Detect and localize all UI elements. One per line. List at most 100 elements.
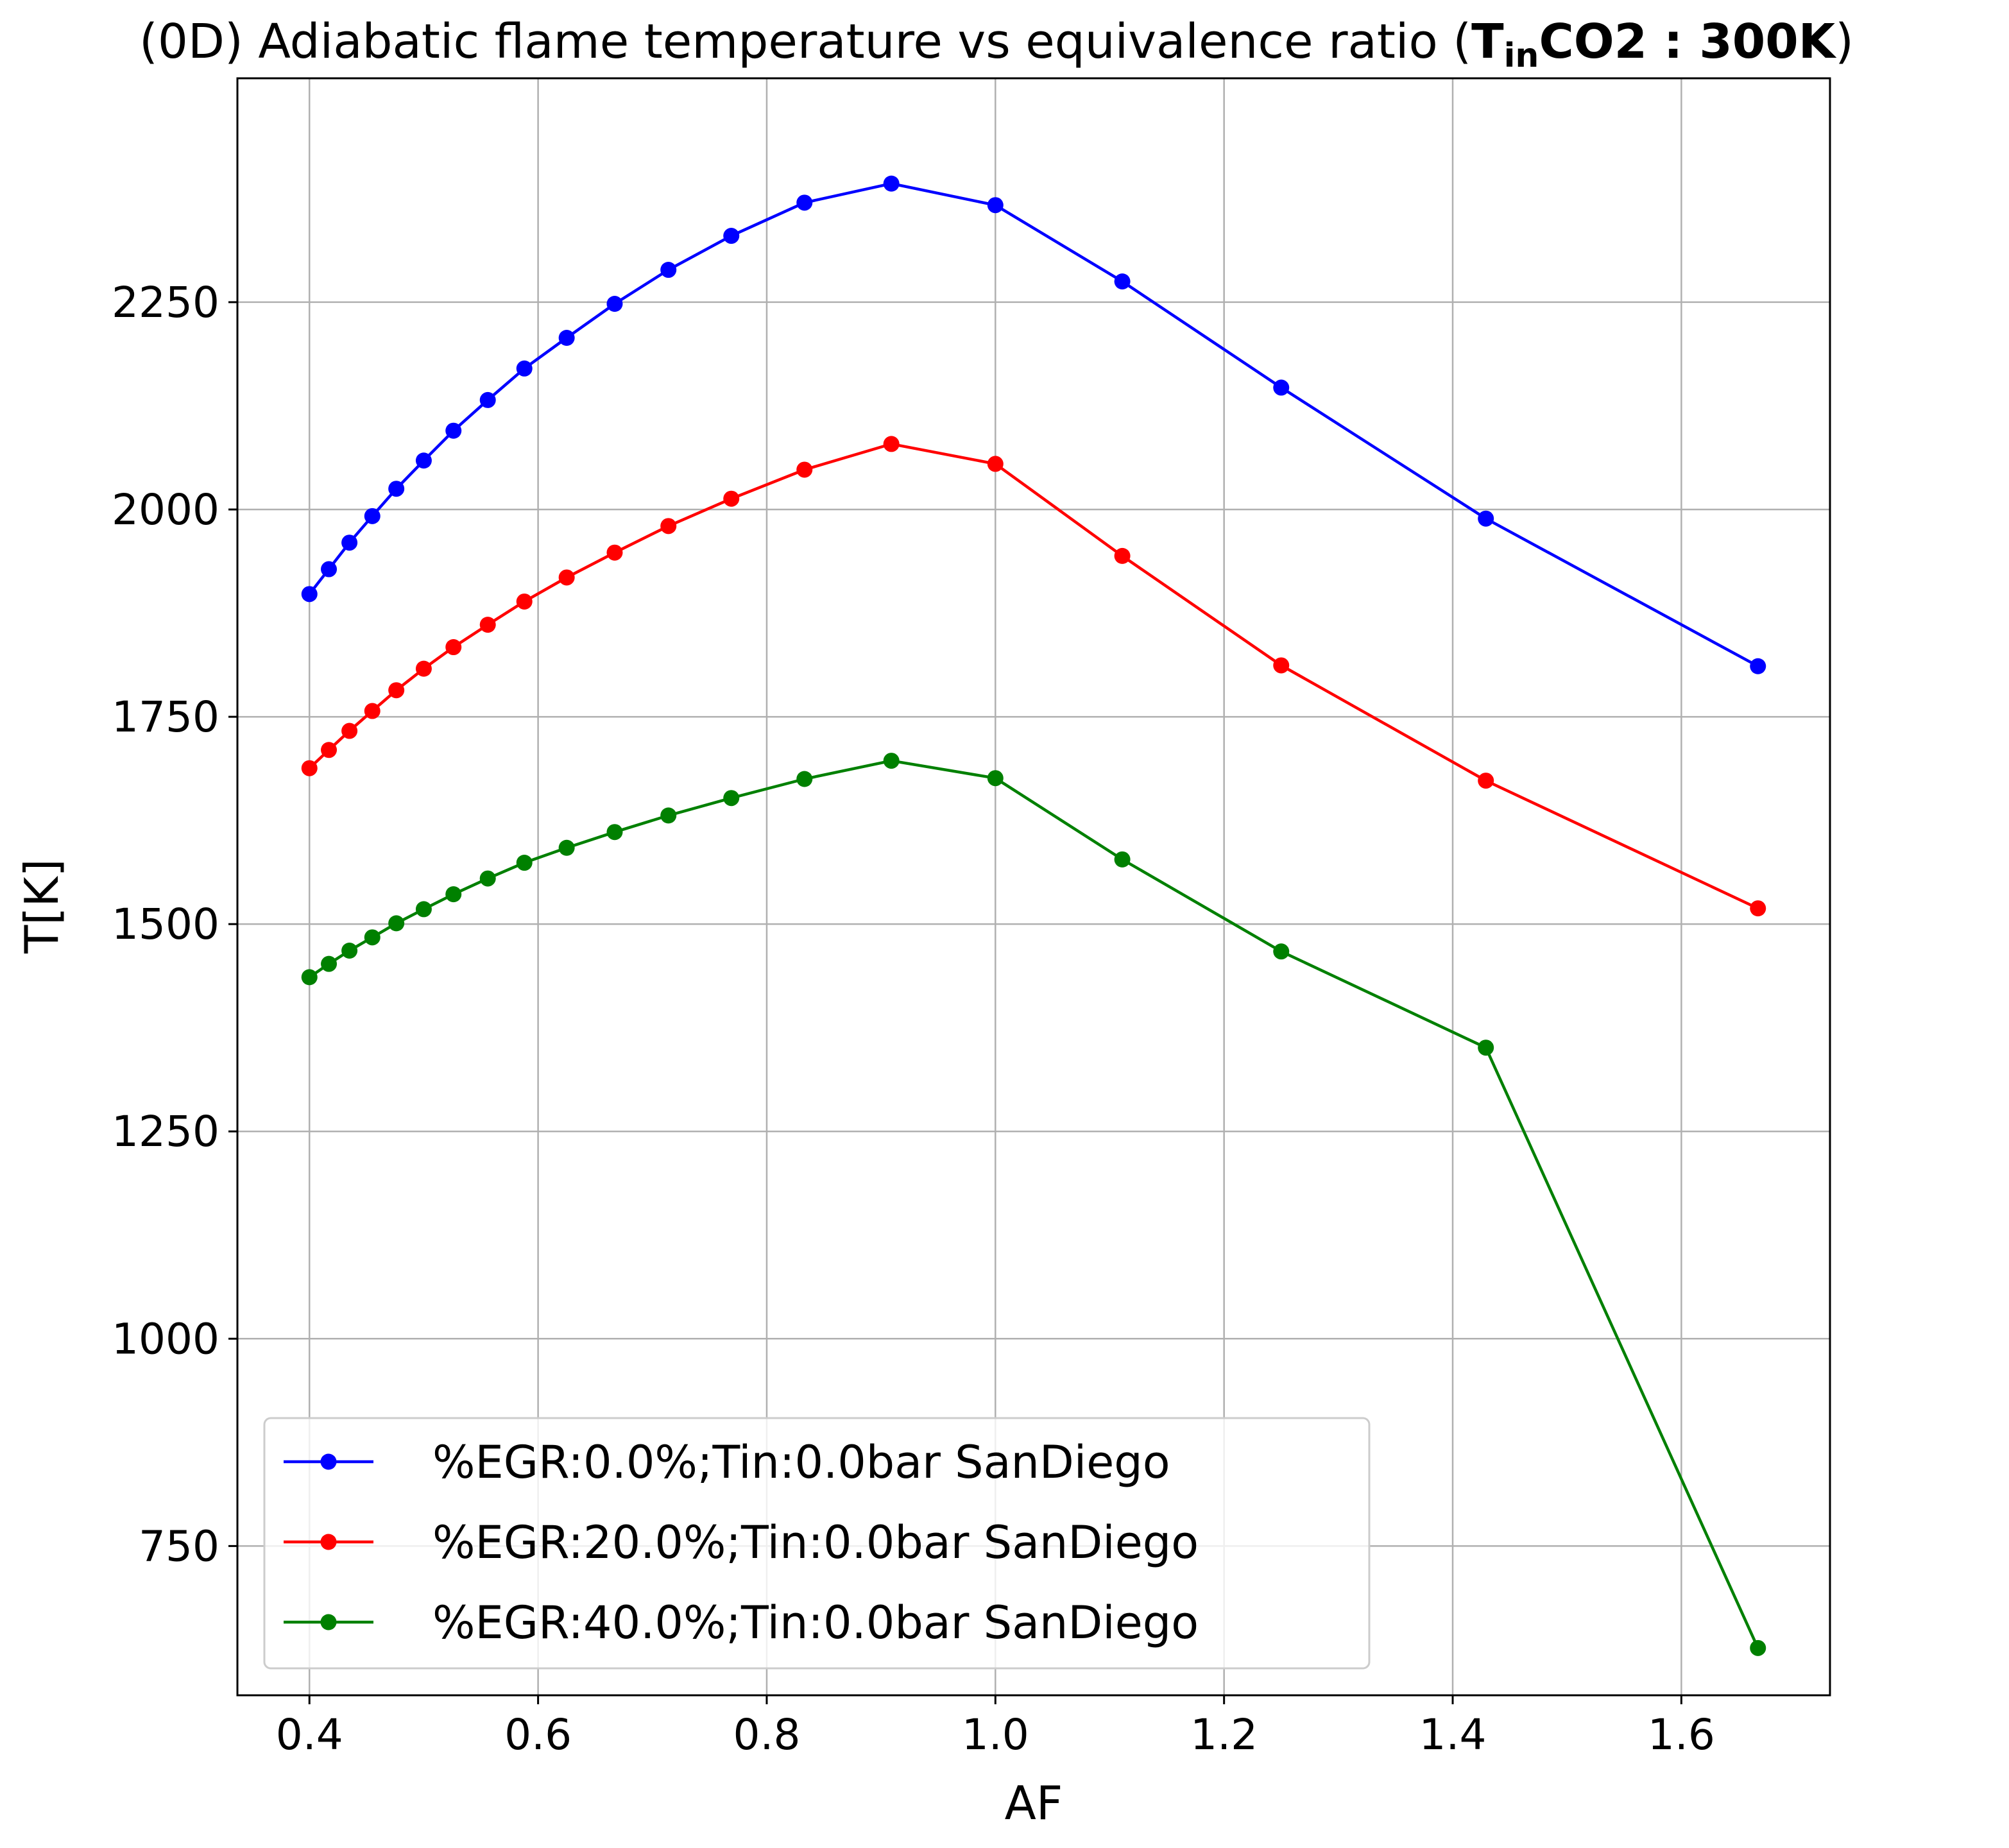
data-point xyxy=(1478,1040,1494,1056)
chart-title-bold-main: T xyxy=(1471,14,1504,69)
series-0 xyxy=(301,175,1766,674)
data-point xyxy=(1750,658,1766,674)
y-tick-label: 1500 xyxy=(112,900,219,949)
data-point xyxy=(341,723,358,739)
y-tick-label: 750 xyxy=(139,1521,219,1571)
data-point xyxy=(660,807,677,824)
data-point xyxy=(1114,851,1131,868)
y-tick-label: 1750 xyxy=(112,692,219,742)
legend-box xyxy=(263,1417,1371,1670)
y-tick-label: 1250 xyxy=(112,1107,219,1156)
data-point xyxy=(321,561,338,578)
x-tick-label: 0.8 xyxy=(733,1710,800,1759)
x-tick-label: 0.6 xyxy=(504,1710,572,1759)
y-axis-label: T[K] xyxy=(15,859,69,954)
data-point xyxy=(660,518,677,535)
data-point xyxy=(516,593,533,610)
x-axis: 0.4 0.6 0.8 1.0 1.2 1.4 1.6 xyxy=(276,1695,1715,1759)
data-point xyxy=(341,943,358,959)
data-point xyxy=(883,753,900,769)
data-point xyxy=(321,742,338,758)
y-axis: 750 1000 1250 1500 1750 2000 2250 xyxy=(112,278,237,1571)
data-point xyxy=(558,329,575,346)
data-point xyxy=(364,703,380,719)
data-point xyxy=(558,839,575,856)
data-point xyxy=(558,569,575,586)
legend-label: %EGR:20.0%;Tin:0.0bar SanDiego xyxy=(432,1516,1199,1569)
series-1 xyxy=(301,436,1766,917)
data-point xyxy=(1273,379,1290,396)
y-tick-label: 2250 xyxy=(112,278,219,327)
y-tick-label: 1000 xyxy=(112,1314,219,1364)
y-tick-label: 2000 xyxy=(112,485,219,535)
data-point xyxy=(388,481,405,497)
data-point xyxy=(1273,657,1290,674)
data-point xyxy=(883,436,900,452)
series-2 xyxy=(301,753,1766,1656)
data-point xyxy=(301,760,318,776)
legend-marker xyxy=(320,1614,337,1630)
legend-item: %EGR:20.0%;Tin:0.0bar SanDiego xyxy=(284,1516,1199,1569)
data-point xyxy=(445,422,462,439)
data-point xyxy=(1478,510,1494,527)
x-tick-label: 1.4 xyxy=(1419,1710,1487,1759)
chart-title: (0D) Adiabatic flame temperature vs equi… xyxy=(139,14,1854,75)
data-point xyxy=(1750,1639,1766,1656)
data-point xyxy=(606,824,623,841)
data-point xyxy=(301,586,318,603)
chart-title-suffix: ) xyxy=(1835,14,1854,69)
chart-title-bold-rest: CO2 : 300K xyxy=(1539,14,1836,69)
data-point xyxy=(723,490,740,507)
data-point xyxy=(445,639,462,656)
legend-item: %EGR:0.0%;Tin:0.0bar SanDiego xyxy=(284,1436,1170,1489)
legend-marker xyxy=(320,1534,337,1550)
series-layer xyxy=(301,175,1766,1656)
legend-item: %EGR:40.0%;Tin:0.0bar SanDiego xyxy=(284,1596,1199,1649)
x-tick-label: 1.6 xyxy=(1648,1710,1715,1759)
data-point xyxy=(1478,773,1494,789)
x-tick-label: 1.0 xyxy=(962,1710,1029,1759)
x-tick-label: 0.4 xyxy=(276,1710,343,1759)
data-point xyxy=(479,870,496,887)
data-point xyxy=(321,955,338,972)
chart-title-prefix: (0D) Adiabatic flame temperature vs equi… xyxy=(139,14,1471,69)
data-point xyxy=(364,929,380,946)
data-point xyxy=(606,296,623,312)
data-point xyxy=(445,886,462,903)
x-axis-label: AF xyxy=(1005,1776,1063,1830)
data-point xyxy=(388,915,405,932)
data-point xyxy=(1114,547,1131,564)
data-point xyxy=(660,262,677,278)
data-point xyxy=(723,228,740,244)
data-point xyxy=(364,508,380,524)
data-point xyxy=(479,391,496,408)
legend-marker xyxy=(320,1453,337,1470)
legend-label: %EGR:0.0%;Tin:0.0bar SanDiego xyxy=(432,1436,1170,1489)
data-point xyxy=(987,456,1004,472)
data-point xyxy=(796,771,813,787)
legend: %EGR:0.0%;Tin:0.0bar SanDiego %EGR:20.0%;… xyxy=(263,1417,1371,1670)
x-tick-label: 1.2 xyxy=(1190,1710,1258,1759)
chart-title-bold-subscript: in xyxy=(1504,37,1539,75)
data-point xyxy=(987,197,1004,214)
data-point xyxy=(796,461,813,478)
plot-frame xyxy=(236,77,1831,1697)
data-point xyxy=(1750,900,1766,917)
data-point xyxy=(796,194,813,211)
data-point xyxy=(883,175,900,192)
data-point xyxy=(1114,273,1131,290)
data-point xyxy=(516,855,533,871)
data-point xyxy=(415,452,432,469)
data-point xyxy=(415,660,432,677)
legend-label: %EGR:40.0%;Tin:0.0bar SanDiego xyxy=(432,1596,1199,1649)
data-point xyxy=(415,901,432,918)
data-point xyxy=(388,682,405,699)
data-point xyxy=(987,770,1004,787)
data-point xyxy=(479,617,496,633)
data-point xyxy=(1273,943,1290,960)
data-point xyxy=(341,535,358,551)
data-point xyxy=(606,544,623,561)
data-point xyxy=(301,969,318,986)
data-point xyxy=(516,360,533,377)
